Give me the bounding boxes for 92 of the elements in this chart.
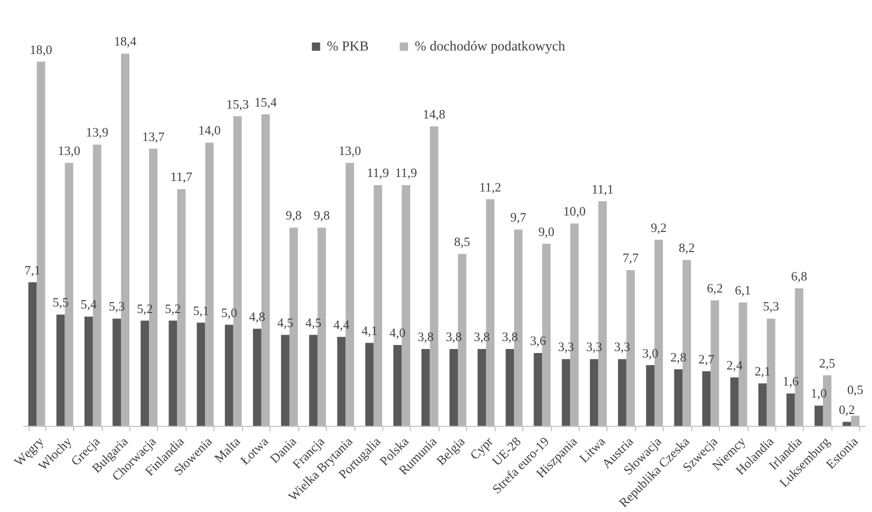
data-label: 3,8	[446, 330, 462, 344]
bar	[309, 334, 318, 426]
data-label: 11,1	[592, 182, 614, 196]
bar	[224, 324, 234, 426]
data-label: 11,7	[170, 170, 193, 184]
data-label: 3,0	[642, 346, 658, 360]
data-label: 9,2	[650, 220, 667, 235]
bar	[702, 371, 711, 426]
data-label: 3,8	[502, 330, 518, 344]
data-label: 2,5	[819, 356, 836, 370]
data-label: 13,0	[58, 144, 80, 158]
bar	[450, 348, 458, 426]
bar	[730, 377, 739, 426]
bar	[421, 348, 430, 426]
bar	[28, 282, 37, 426]
data-label: 6,2	[706, 282, 723, 296]
data-label: 4,0	[390, 326, 406, 340]
bar	[618, 359, 626, 426]
data-label: 9,8	[286, 208, 302, 223]
bar	[84, 316, 93, 426]
data-label: 3,3	[558, 340, 574, 354]
data-label: 9,8	[314, 208, 330, 223]
data-label: 11,9	[395, 166, 417, 180]
data-label: 0,5	[847, 383, 864, 398]
data-label: 1,6	[782, 374, 800, 389]
bar	[365, 342, 374, 426]
data-label: 18,0	[30, 42, 52, 57]
data-label: 3,3	[586, 340, 602, 354]
data-label: 7,7	[622, 251, 640, 266]
data-label: 8,5	[454, 234, 470, 249]
data-label: 13,0	[338, 144, 362, 158]
data-label: 4,1	[361, 324, 378, 338]
bar	[393, 344, 402, 426]
data-label: 5,4	[80, 298, 98, 312]
data-label: 6,1	[734, 284, 751, 298]
data-label: 14,8	[422, 108, 446, 122]
data-label: 8,2	[678, 241, 695, 256]
data-label: 14,0	[198, 124, 221, 138]
data-label: 3,8	[474, 330, 490, 344]
data-label: 2,7	[698, 352, 716, 366]
bar	[814, 406, 823, 426]
data-label: 18,4	[114, 34, 138, 49]
data-label: 11,2	[479, 180, 502, 194]
data-label: 3,8	[418, 330, 434, 344]
data-label: 13,7	[142, 130, 166, 144]
data-label: 5,5	[52, 296, 69, 310]
data-label: 2,4	[726, 358, 744, 372]
bar	[842, 422, 852, 426]
data-label: 9,0	[538, 224, 554, 239]
bar	[786, 394, 795, 426]
data-label: 5,2	[136, 302, 153, 316]
legend-label: % PKB	[326, 38, 369, 54]
bar	[506, 348, 514, 426]
data-label: 4,4	[333, 318, 350, 332]
bar	[140, 320, 150, 426]
data-label: 13,9	[86, 126, 108, 140]
bar	[168, 320, 178, 426]
data-label: 2,1	[754, 364, 771, 378]
data-label: 7,1	[24, 263, 41, 278]
bar	[674, 369, 683, 426]
bar	[758, 383, 767, 426]
data-label: 2,8	[670, 350, 686, 364]
data-label: 15,4	[254, 95, 278, 110]
data-label: 5,0	[221, 306, 238, 320]
bar	[534, 353, 542, 426]
data-label: 5,3	[763, 300, 780, 314]
bar	[196, 322, 206, 426]
data-label: 11,9	[366, 166, 389, 180]
data-label: 15,3	[226, 97, 249, 112]
data-label: 4,5	[305, 316, 322, 330]
data-label: 4,5	[277, 316, 294, 330]
bar	[281, 334, 290, 426]
data-label: 0,2	[838, 402, 855, 417]
bar	[337, 336, 346, 426]
data-label: 5,3	[108, 300, 125, 314]
data-label: 5,1	[192, 304, 210, 318]
bar	[112, 318, 121, 426]
bar	[56, 314, 65, 426]
bar	[562, 359, 570, 426]
data-label: 3,3	[614, 340, 630, 354]
bar	[590, 359, 598, 426]
data-label: 4,8	[249, 310, 266, 324]
data-label: 5,2	[164, 302, 181, 316]
legend-label: % dochodów podatkowych	[414, 38, 566, 54]
data-label: 1,0	[810, 386, 827, 401]
data-label: 10,0	[563, 204, 586, 219]
data-label: 3,6	[530, 334, 547, 348]
data-label: 6,8	[791, 269, 808, 284]
bar	[478, 348, 486, 426]
bar	[646, 365, 654, 426]
bar	[252, 328, 262, 426]
data-label: 9,7	[510, 210, 527, 225]
